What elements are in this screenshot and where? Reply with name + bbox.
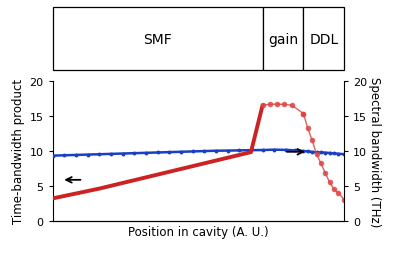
Text: gain: gain xyxy=(268,33,298,46)
Text: SMF: SMF xyxy=(143,33,172,46)
X-axis label: Position in cavity (A. U.): Position in cavity (A. U.) xyxy=(128,225,269,238)
Y-axis label: Time-bandwidth product: Time-bandwidth product xyxy=(12,79,26,224)
Text: DDL: DDL xyxy=(309,33,339,46)
Y-axis label: Spectral bandwidth (THz): Spectral bandwidth (THz) xyxy=(368,76,381,226)
